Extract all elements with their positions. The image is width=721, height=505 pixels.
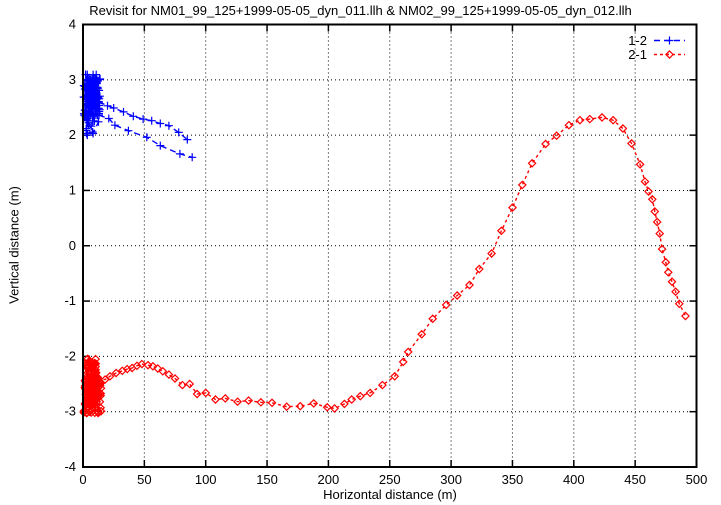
- x-tick-label: 350: [502, 472, 524, 487]
- x-tick-label: 450: [624, 472, 646, 487]
- series-markers: [93, 112, 690, 413]
- series-markers: [95, 97, 192, 144]
- series-line: [97, 116, 687, 410]
- y-tick-label: -4: [64, 459, 76, 474]
- series-line: [98, 101, 188, 141]
- x-tick-label: 150: [256, 472, 278, 487]
- legend: 1-22-1: [628, 33, 685, 62]
- x-tick-label: 400: [563, 472, 585, 487]
- series-1-2: [79, 70, 197, 162]
- x-tick-label: 0: [79, 472, 86, 487]
- series-markers: [95, 111, 197, 162]
- y-tick-labels: -4 -3 -2 -1 0 1 2 3 4: [64, 17, 76, 475]
- legend-item-1-2: 1-2: [628, 33, 685, 48]
- x-tick-label: 250: [379, 472, 401, 487]
- chart-title: Revisit for NM01_99_125+1999-05-05_dyn_0…: [89, 3, 632, 18]
- y-tick-label: -3: [64, 404, 76, 419]
- legend-label-2-1: 2-1: [628, 47, 647, 62]
- y-tick-label: -2: [64, 348, 76, 363]
- y-tick-label: 1: [69, 182, 76, 197]
- y-tick-label: 0: [69, 238, 76, 253]
- gridlines: [82, 24, 697, 468]
- y-tick-label: 3: [69, 72, 76, 87]
- x-tick-label: 100: [195, 472, 217, 487]
- x-tick-labels: 0 50 100 150 200 250 300 350 400 450 500: [79, 472, 707, 487]
- x-axis-title: Horizontal distance (m): [323, 487, 457, 502]
- x-tick-label: 50: [137, 472, 151, 487]
- y-tick-label: 2: [69, 127, 76, 142]
- series-line: [98, 114, 193, 158]
- legend-sample-marker: [665, 36, 674, 45]
- legend-item-2-1: 2-1: [628, 47, 685, 62]
- y-tick-label: 4: [69, 17, 76, 32]
- x-tick-label: 300: [440, 472, 462, 487]
- y-tick-label: -1: [64, 293, 76, 308]
- series-2-1: [79, 112, 690, 418]
- legend-sample-marker: [665, 50, 674, 59]
- plot-border: [82, 23, 698, 468]
- legend-label-1-2: 1-2: [628, 33, 647, 48]
- x-tick-label: 500: [686, 472, 708, 487]
- x-tick-label: 200: [318, 472, 340, 487]
